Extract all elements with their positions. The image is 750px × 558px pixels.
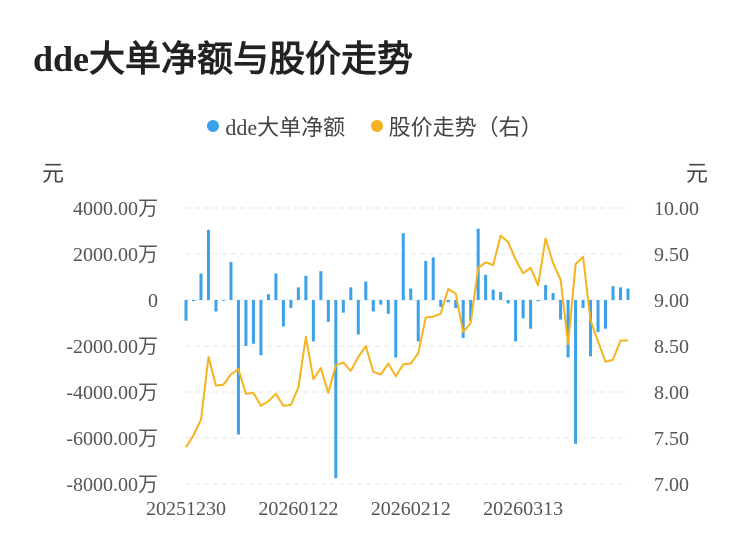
bar (544, 285, 548, 300)
bar (409, 288, 413, 300)
bar (251, 300, 255, 344)
right-tick-label: 10.00 (654, 198, 699, 220)
bar (296, 287, 300, 300)
bar (514, 300, 518, 342)
bar (581, 300, 585, 309)
bar (559, 300, 563, 320)
legend-label-price: 股价走势（右） (388, 115, 543, 140)
right-tick-label: 9.00 (654, 290, 689, 312)
bar (619, 287, 623, 300)
x-tick-label: 20251230 (146, 498, 226, 520)
bar (431, 257, 435, 300)
left-tick-label: -6000.00万 (66, 428, 158, 450)
left-tick-label: 4000.00万 (73, 198, 158, 220)
x-tick-label: 20260212 (371, 498, 451, 520)
right-tick-label: 9.50 (654, 244, 689, 266)
bar (611, 286, 615, 300)
bar (371, 300, 375, 312)
bar (191, 300, 195, 302)
bar (319, 271, 323, 300)
bar (596, 300, 600, 333)
bar (229, 262, 233, 300)
right-axis-unit: 元 (685, 161, 708, 186)
left-tick-label: -8000.00万 (66, 474, 158, 496)
right-tick-label: 8.00 (654, 382, 689, 404)
bar (386, 300, 390, 314)
bar (394, 300, 398, 358)
right-tick-label: 8.50 (654, 336, 689, 358)
bar (454, 300, 458, 309)
bar (499, 291, 503, 300)
left-tick-label: -4000.00万 (66, 382, 158, 404)
x-tick-label: 20260122 (258, 498, 338, 520)
legend-item-dde[interactable]: dde大单净额 (207, 110, 345, 142)
right-tick-label: 7.00 (654, 474, 689, 496)
bar (446, 300, 450, 303)
legend-dot-icon (370, 120, 383, 132)
bar (214, 300, 218, 312)
bar (461, 300, 465, 338)
bar (439, 300, 443, 307)
bar (521, 300, 525, 319)
bar (469, 300, 473, 321)
bar (281, 300, 285, 327)
legend-dot-icon (207, 120, 220, 132)
bar (236, 300, 240, 435)
bar (206, 229, 210, 300)
left-tick-label: 2000.00万 (73, 244, 158, 266)
bar (266, 294, 270, 300)
bar (626, 288, 630, 300)
bar (356, 300, 360, 335)
bar (484, 274, 488, 300)
bar (551, 293, 555, 300)
bar (491, 289, 495, 300)
bar (566, 300, 570, 358)
bar (199, 273, 203, 300)
bar (259, 300, 263, 356)
bar (604, 300, 608, 329)
bar (589, 300, 593, 357)
bar (424, 260, 428, 300)
bar (334, 300, 338, 479)
left-tick-label: -2000.00万 (66, 336, 158, 358)
bar (379, 300, 383, 305)
bar (416, 300, 420, 342)
left-axis-unit: 元 (42, 161, 65, 186)
left-tick-label: 0 (148, 290, 158, 312)
x-tick-label: 20260313 (483, 498, 563, 520)
bar (536, 300, 540, 302)
bar (326, 300, 330, 322)
bar (304, 275, 308, 300)
bar (506, 300, 510, 304)
right-tick-label: 7.50 (654, 428, 689, 450)
bar (274, 273, 278, 300)
price-line (185, 234, 628, 448)
bar (574, 300, 578, 444)
legend: dde大单净额 股价走势（右） (0, 110, 750, 142)
bar (221, 300, 225, 301)
bar (476, 228, 480, 300)
bar (341, 300, 345, 313)
bar (311, 300, 315, 342)
chart-title: dde大单净额与股价走势 (33, 39, 414, 79)
bar (364, 281, 368, 300)
bar (244, 300, 248, 346)
bar (401, 233, 405, 300)
legend-label-dde: dde大单净额 (225, 115, 346, 140)
bar (529, 300, 533, 329)
bar (349, 287, 353, 300)
legend-item-price[interactable]: 股价走势（右） (370, 110, 543, 142)
bar (289, 300, 293, 309)
bar (184, 300, 188, 321)
